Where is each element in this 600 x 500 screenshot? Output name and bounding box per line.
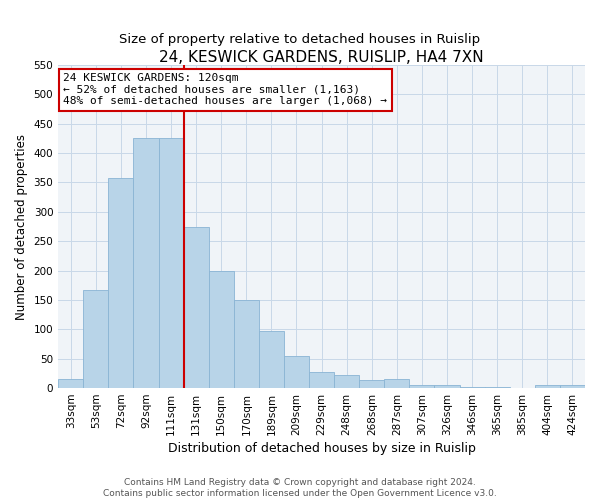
Bar — [158, 138, 184, 388]
Bar — [460, 387, 485, 388]
Bar — [133, 138, 158, 388]
Bar — [560, 385, 585, 388]
Title: 24, KESWICK GARDENS, RUISLIP, HA4 7XN: 24, KESWICK GARDENS, RUISLIP, HA4 7XN — [159, 50, 484, 65]
Bar — [359, 380, 385, 388]
Bar — [334, 375, 359, 388]
Text: Size of property relative to detached houses in Ruislip: Size of property relative to detached ho… — [119, 32, 481, 46]
Bar — [535, 385, 560, 388]
Bar — [58, 380, 83, 388]
Bar — [83, 290, 109, 388]
Bar — [485, 387, 510, 388]
Bar — [385, 380, 409, 388]
Text: Contains HM Land Registry data © Crown copyright and database right 2024.
Contai: Contains HM Land Registry data © Crown c… — [103, 478, 497, 498]
Bar — [284, 356, 309, 388]
Bar — [234, 300, 259, 388]
Bar — [209, 270, 234, 388]
Bar — [309, 372, 334, 388]
Text: 24 KESWICK GARDENS: 120sqm
← 52% of detached houses are smaller (1,163)
48% of s: 24 KESWICK GARDENS: 120sqm ← 52% of deta… — [64, 73, 388, 106]
Bar — [184, 226, 209, 388]
Bar — [434, 385, 460, 388]
Bar — [259, 331, 284, 388]
X-axis label: Distribution of detached houses by size in Ruislip: Distribution of detached houses by size … — [167, 442, 476, 455]
Bar — [409, 385, 434, 388]
Y-axis label: Number of detached properties: Number of detached properties — [15, 134, 28, 320]
Bar — [109, 178, 133, 388]
